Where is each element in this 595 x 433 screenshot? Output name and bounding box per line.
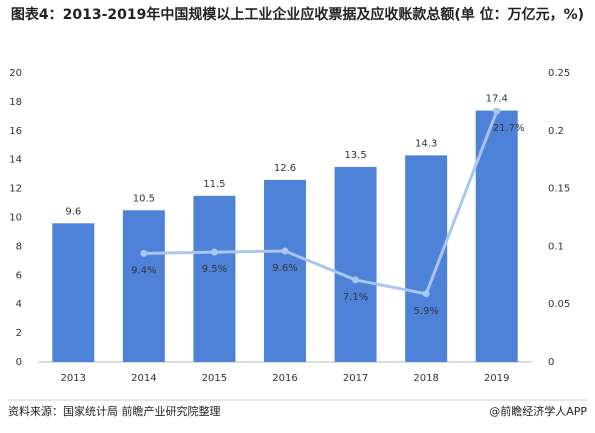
line-point	[352, 276, 360, 284]
y-tick-label: 0	[16, 357, 22, 368]
line-label: 21.7%	[493, 123, 525, 134]
bar-label: 13.5	[344, 150, 366, 161]
bar-label: 10.5	[133, 193, 155, 204]
y-tick-label: 12	[9, 184, 22, 195]
bar	[122, 210, 165, 362]
y-tick-label: 18	[9, 97, 22, 108]
line-label: 9.5%	[202, 264, 227, 275]
y-tick-label: 6	[16, 270, 22, 281]
line-point	[422, 290, 430, 298]
x-tick-label: 2019	[484, 373, 509, 384]
line-point	[493, 107, 501, 115]
y2-tick-label: 0.2	[548, 126, 564, 137]
x-tick-label: 2017	[343, 373, 368, 384]
x-tick-label: 2014	[131, 373, 156, 384]
y-tick-label: 4	[16, 299, 22, 310]
bar-label: 11.5	[203, 179, 225, 190]
source: 资料来源：国家统计局 前瞻产业研究院整理	[8, 404, 221, 418]
line-point	[281, 247, 289, 255]
y2-tick-label: 0	[548, 357, 554, 368]
y-tick-label: 20	[9, 68, 22, 79]
bar	[264, 179, 306, 362]
bar	[334, 166, 377, 362]
x-tick-label: 2013	[61, 373, 86, 384]
line	[143, 110, 499, 296]
bar	[52, 223, 95, 362]
y-tick-label: 2	[16, 328, 22, 339]
bar	[475, 110, 518, 362]
y-tick-label: 14	[9, 155, 22, 166]
chart-title: 图表4：2013-2019年中国规模以上工业企业应收票据及应收账款总额(单 位：…	[10, 7, 585, 23]
bar-label: 12.6	[274, 163, 296, 174]
y2-tick-label: 0.25	[548, 68, 570, 79]
bar-label: 9.6	[65, 206, 81, 217]
bar	[193, 195, 236, 362]
x-tick-label: 2016	[272, 373, 297, 384]
line-label: 7.1%	[343, 292, 368, 303]
line-point	[140, 249, 148, 257]
y2-tick-label: 0.05	[548, 299, 570, 310]
line-label: 5.9%	[413, 306, 438, 317]
y2-tick-label: 0.1	[548, 241, 564, 252]
y2-tick-label: 0.15	[548, 184, 570, 195]
y-tick-label: 10	[9, 213, 22, 224]
line-label: 9.4%	[131, 265, 156, 276]
line-point	[210, 248, 218, 256]
x-tick-label: 2018	[413, 373, 438, 384]
y-tick-label: 16	[9, 126, 22, 137]
bar-label: 17.4	[486, 94, 508, 105]
line-label: 9.6%	[272, 263, 297, 274]
bar-label: 14.3	[415, 138, 437, 149]
y-tick-label: 8	[16, 241, 22, 252]
credit: @前瞻经济学人APP	[489, 404, 587, 418]
x-tick-label: 2015	[202, 373, 227, 384]
